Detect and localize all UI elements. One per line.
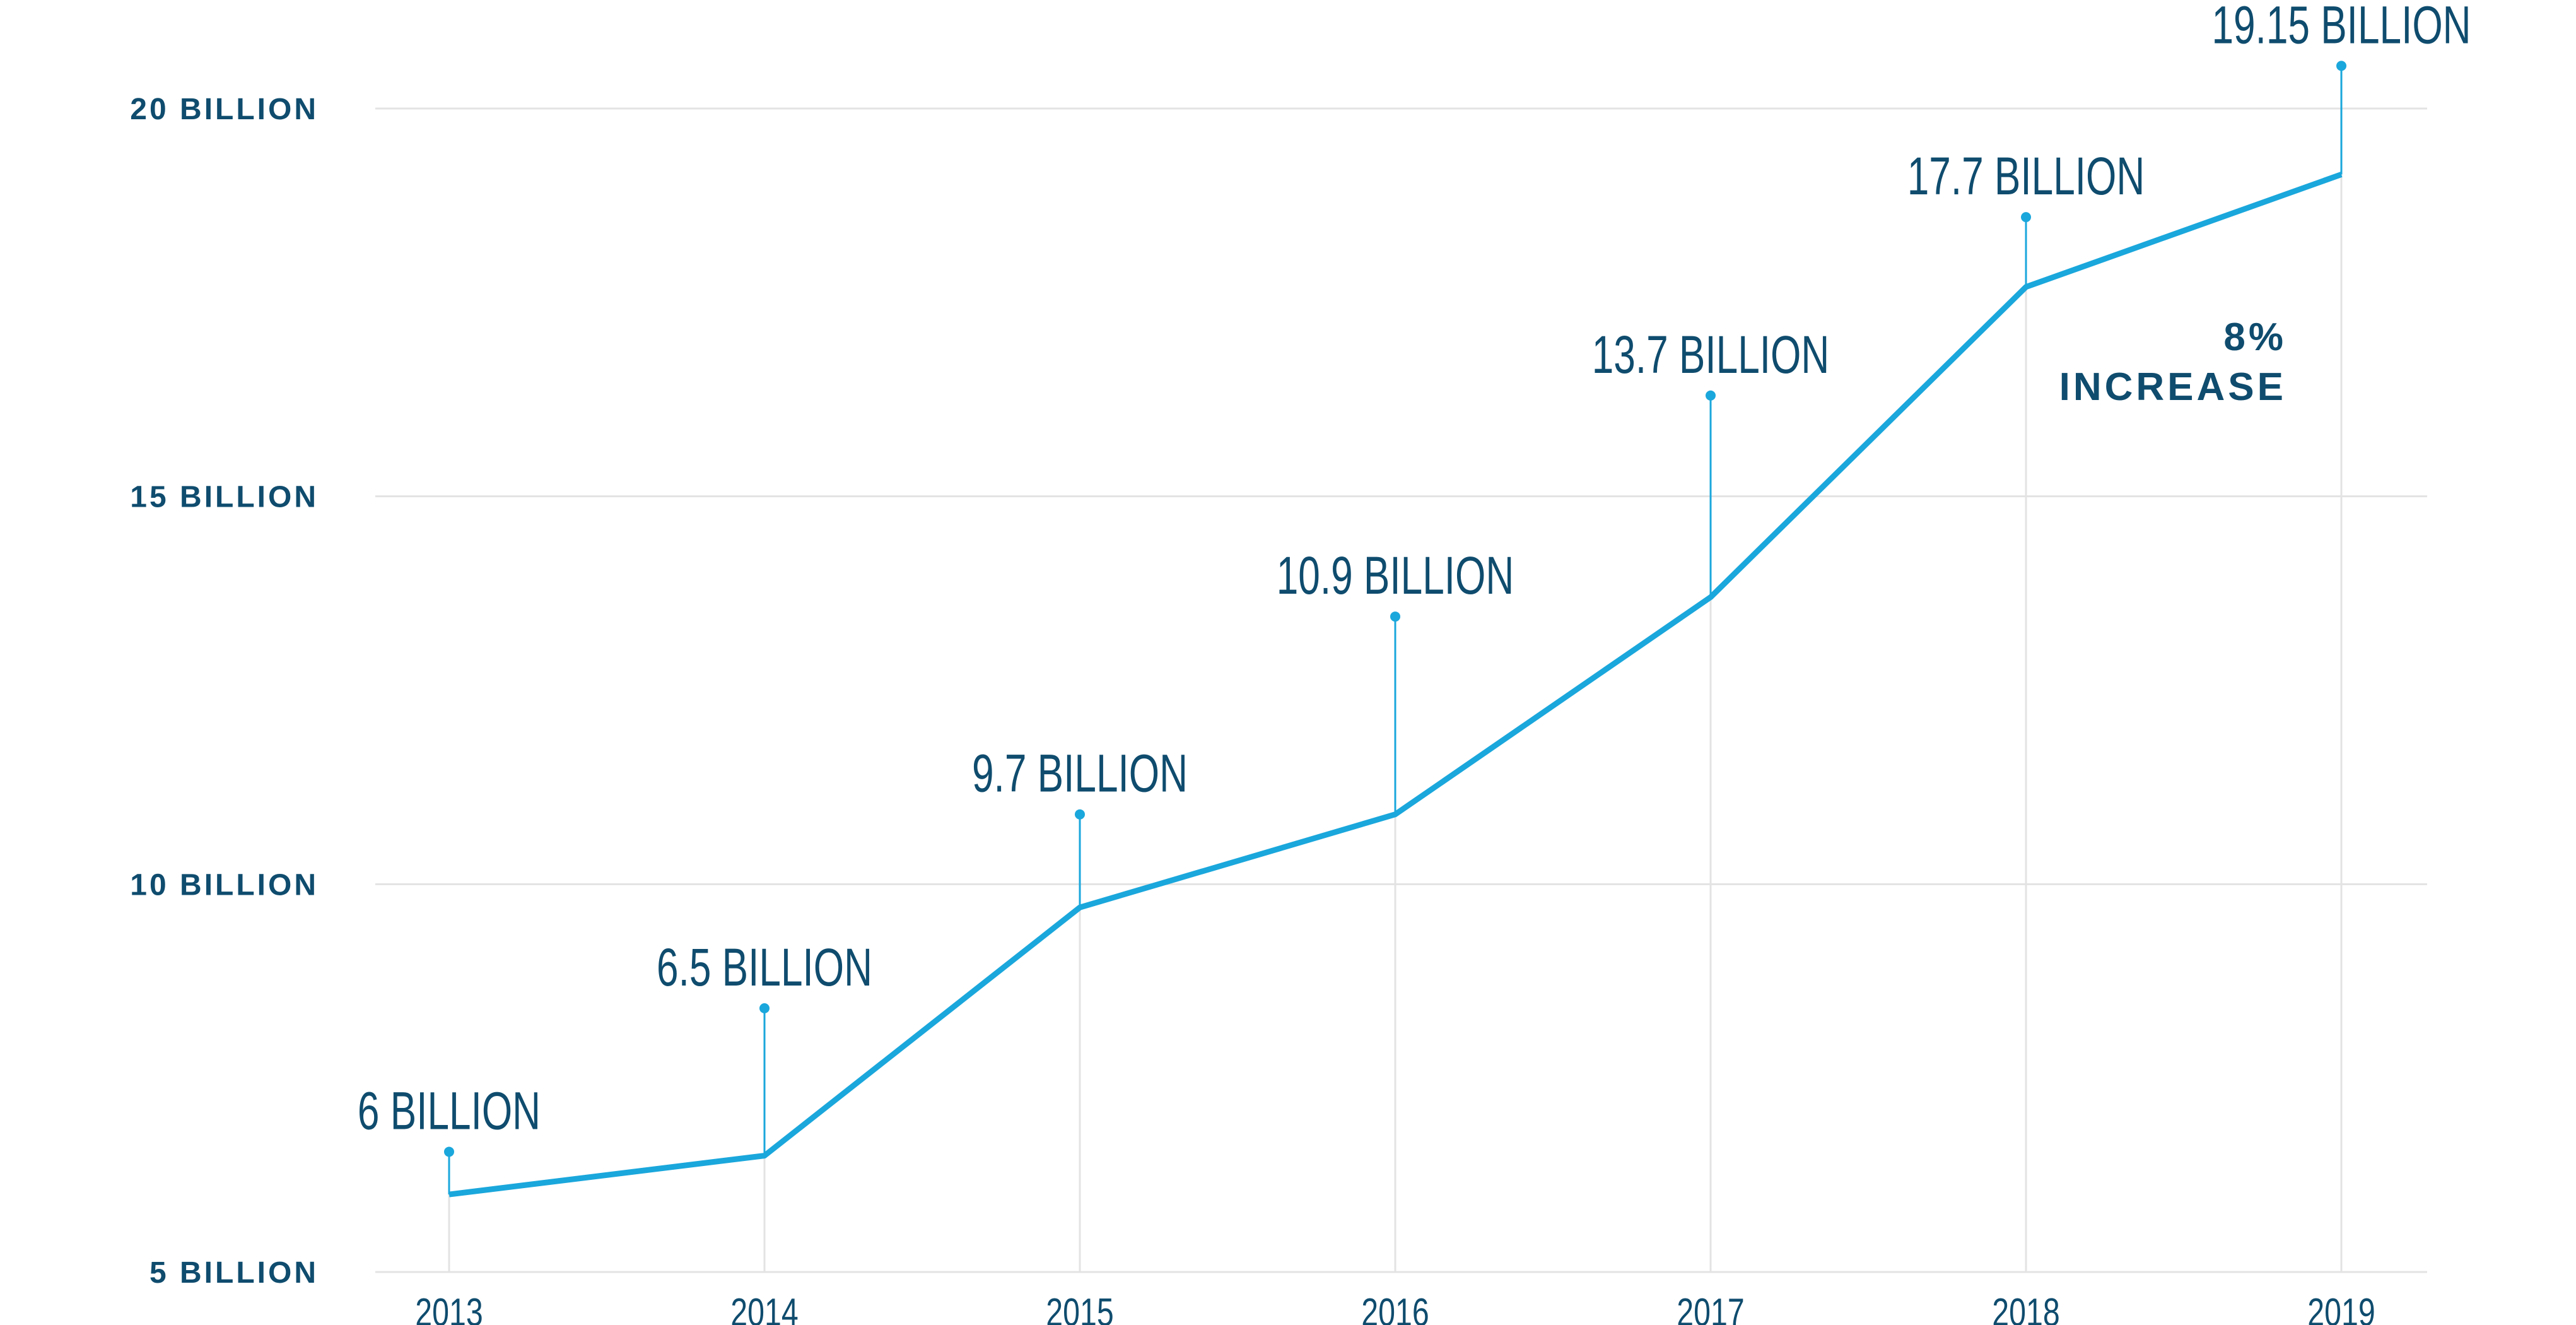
label-dot — [1075, 809, 1085, 820]
x-tick-label: 2019 — [2307, 1290, 2375, 1325]
x-tick-label: 2013 — [415, 1290, 483, 1325]
y-tick-label: 15 BILLION — [130, 481, 319, 514]
label-dot — [2336, 61, 2346, 71]
series-line — [448, 172, 2343, 1198]
data-label: 13.7 BILLION — [1592, 325, 1830, 384]
annotation-percent: 8% — [2223, 315, 2286, 359]
data-label: 9.7 BILLION — [972, 744, 1188, 803]
data-label: 10.9 BILLION — [1277, 546, 1514, 605]
annotation-increase: INCREASE — [2059, 365, 2286, 409]
x-tick-label: 2018 — [1992, 1290, 2060, 1325]
y-tick-label: 20 BILLION — [130, 93, 319, 126]
label-dot — [1706, 390, 1716, 401]
data-label: 6.5 BILLION — [657, 938, 872, 997]
x-tick-label: 2014 — [730, 1290, 799, 1325]
data-label: 19.15 BILLION — [2211, 0, 2471, 55]
x-tick-label: 2016 — [1361, 1290, 1429, 1325]
x-tick-label: 2017 — [1677, 1290, 1745, 1325]
data-label: 6 BILLION — [358, 1081, 541, 1140]
label-dot — [2021, 212, 2031, 223]
y-tick-label: 5 BILLION — [149, 1256, 319, 1290]
x-tick-label: 2015 — [1046, 1290, 1114, 1325]
label-dot — [1390, 611, 1400, 622]
y-tick-label: 10 BILLION — [130, 868, 319, 902]
data-label: 17.7 BILLION — [1907, 146, 2145, 206]
label-dot — [444, 1146, 454, 1157]
label-dot — [759, 1003, 770, 1014]
